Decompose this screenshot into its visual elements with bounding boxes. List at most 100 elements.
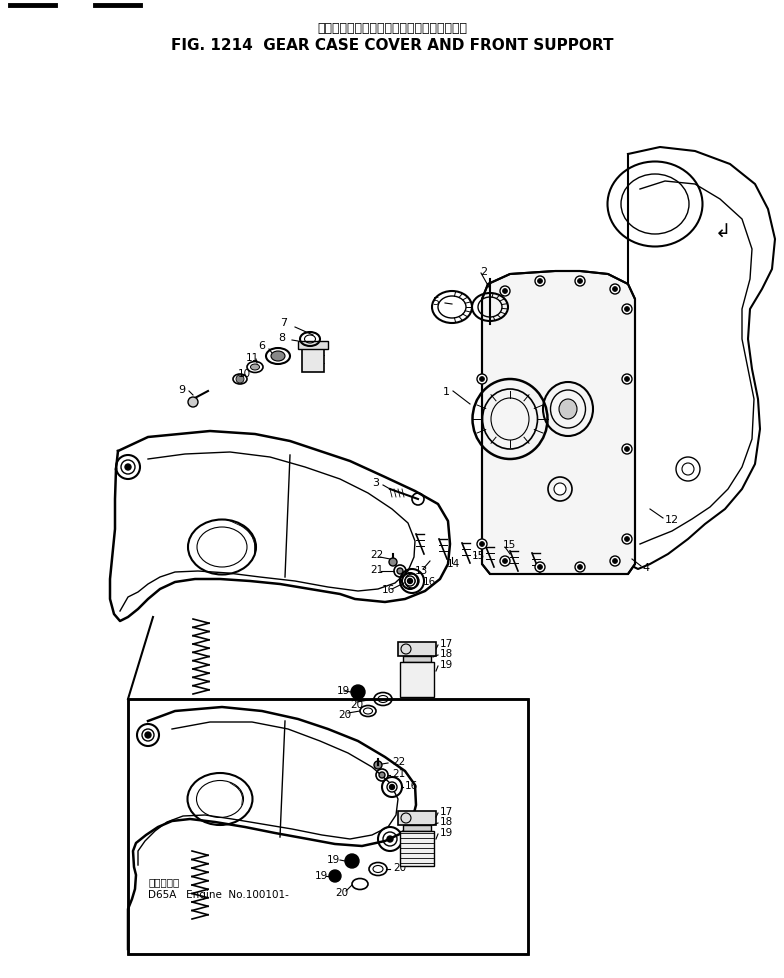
Text: 9: 9 [178,384,185,394]
Text: 7: 7 [280,318,287,328]
Text: 2: 2 [480,267,487,277]
Circle shape [622,305,632,315]
Circle shape [390,784,394,789]
Text: 19: 19 [337,686,350,695]
Text: ↲: ↲ [715,222,731,242]
Bar [398,643,436,656]
Circle shape [625,447,630,452]
Bar [403,656,431,662]
Bar [398,811,436,825]
Text: 4: 4 [642,562,649,572]
Circle shape [387,782,397,792]
Circle shape [622,534,632,545]
Circle shape [387,836,393,842]
Circle shape [500,287,510,296]
Bar [128,699,528,954]
Circle shape [625,537,630,542]
Circle shape [612,559,618,564]
Circle shape [503,289,507,294]
Text: 16: 16 [382,585,395,595]
Circle shape [409,578,415,585]
Circle shape [408,579,412,584]
Text: D65A   Engine  No.100101-: D65A Engine No.100101- [148,889,289,899]
Circle shape [500,556,510,566]
Ellipse shape [251,365,260,371]
Circle shape [578,565,583,570]
Circle shape [125,465,131,470]
Circle shape [610,556,620,566]
Circle shape [503,559,507,564]
Text: 20: 20 [393,863,406,872]
Text: 22: 22 [392,756,405,766]
Circle shape [477,375,487,384]
Text: 10: 10 [238,369,251,378]
Text: FIG. 1214  GEAR CASE COVER AND FRONT SUPPORT: FIG. 1214 GEAR CASE COVER AND FRONT SUPP… [171,38,613,54]
Text: 20: 20 [350,699,363,709]
Circle shape [188,398,198,408]
Circle shape [575,277,585,287]
Text: 15: 15 [472,551,485,560]
Circle shape [578,279,583,285]
Circle shape [622,445,632,455]
Text: 19: 19 [315,870,328,880]
Circle shape [554,483,566,496]
Circle shape [538,565,543,570]
Circle shape [397,568,403,574]
Circle shape [625,307,630,312]
Text: 8: 8 [278,333,285,342]
Text: 17: 17 [440,639,453,648]
Circle shape [329,870,341,882]
Text: 1: 1 [443,386,450,397]
Text: 14: 14 [447,558,460,568]
Text: 5: 5 [432,296,439,307]
Circle shape [480,378,485,382]
Circle shape [575,562,585,572]
Text: 20: 20 [335,887,348,897]
Ellipse shape [559,400,577,420]
Text: 16: 16 [423,576,436,587]
Circle shape [345,854,359,868]
Circle shape [480,542,485,547]
Circle shape [145,733,151,738]
Bar [298,341,328,350]
Ellipse shape [271,352,285,362]
Text: 19: 19 [440,827,453,837]
Text: 15: 15 [503,540,516,550]
Text: 16: 16 [405,780,418,790]
Text: 21: 21 [370,564,383,574]
Text: 機　番　号: 機 番 号 [148,876,180,886]
Circle shape [405,576,415,587]
Text: 6: 6 [258,340,265,351]
Bar [400,831,434,867]
Text: 3: 3 [372,477,379,487]
Text: 19: 19 [327,854,340,865]
Text: 13: 13 [415,565,428,575]
Bar [400,662,434,697]
Text: 21: 21 [392,768,405,778]
Text: 22: 22 [370,550,383,559]
Text: 17: 17 [440,806,453,817]
Text: 18: 18 [440,817,453,826]
Text: 20: 20 [338,709,351,719]
Text: 18: 18 [440,648,453,658]
Circle shape [379,773,385,778]
Circle shape [538,279,543,285]
Circle shape [612,288,618,292]
Bar [128,699,528,954]
Circle shape [389,558,397,566]
Circle shape [374,761,382,770]
Circle shape [610,285,620,294]
Bar [302,344,324,373]
Circle shape [535,562,545,572]
Text: 19: 19 [440,659,453,669]
Circle shape [236,376,244,383]
Circle shape [477,540,487,550]
Text: 11: 11 [246,353,260,363]
Circle shape [622,375,632,384]
Text: 12: 12 [665,514,679,524]
Bar [403,825,431,831]
Circle shape [625,378,630,382]
Text: ギヤーケースカバーおよびフロントサポート: ギヤーケースカバーおよびフロントサポート [317,22,467,34]
Circle shape [535,277,545,287]
Circle shape [351,686,365,699]
